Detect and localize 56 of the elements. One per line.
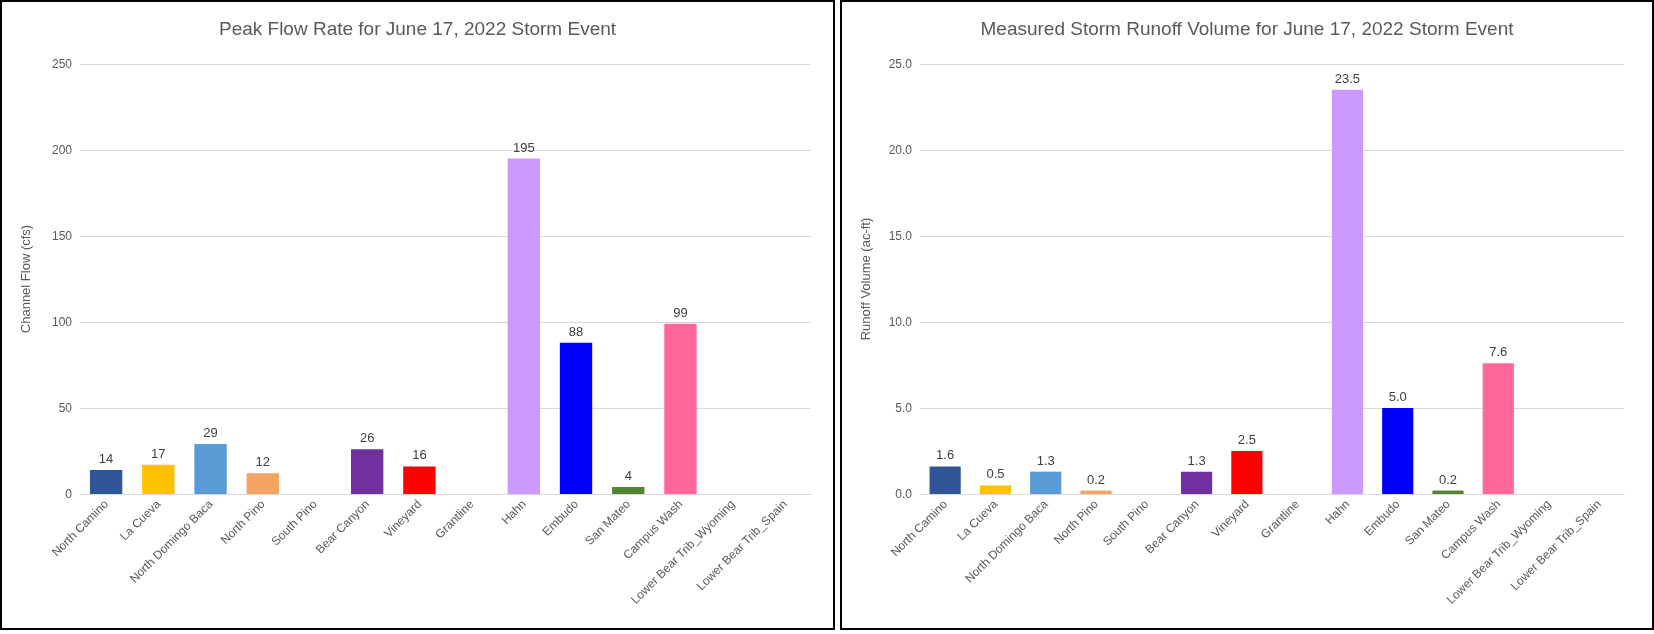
data-label: 12 (255, 454, 270, 470)
bar (507, 158, 541, 494)
data-label: 4 (624, 468, 632, 484)
chart-title: Measured Storm Runoff Volume for June 17, 2022 Storm Event (980, 18, 1515, 39)
y-tick-label: 0 (65, 487, 73, 501)
data-label: 17 (151, 445, 166, 461)
y-axis-title: Runoff Volume (ac-ft) (858, 217, 873, 341)
data-label: 0.2 (1438, 471, 1458, 487)
y-tick-label: 10.0 (888, 315, 913, 329)
bar (89, 469, 123, 494)
bar (559, 342, 593, 494)
bar (194, 444, 227, 494)
data-label: 88 (568, 323, 584, 339)
bar (979, 485, 1012, 494)
data-label: 29 (203, 425, 218, 441)
data-label: 5.0 (1388, 389, 1407, 404)
y-tick-label: 100 (51, 315, 73, 329)
y-tick-label: 25.0 (888, 57, 913, 71)
data-label: 195 (512, 139, 535, 155)
bar (350, 449, 384, 494)
bar (664, 323, 697, 494)
y-tick-label: 15.0 (888, 229, 913, 243)
y-tick-label: 150 (51, 229, 73, 243)
data-label: 7.6 (1489, 344, 1508, 360)
data-label: 1.3 (1036, 452, 1055, 468)
bar (1231, 451, 1263, 494)
data-label: 23.5 (1334, 70, 1361, 86)
y-tick-label: 50 (58, 401, 73, 415)
data-label: 16 (412, 447, 427, 463)
bar (612, 487, 645, 494)
bar (1030, 471, 1062, 494)
data-label: 14 (98, 450, 114, 466)
chart-title: Peak Flow Rate for June 17, 2022 Storm Event (218, 18, 617, 39)
bar (142, 464, 175, 494)
bar (1482, 363, 1514, 494)
bar (1331, 89, 1364, 494)
y-tick-label: 0.0 (895, 487, 913, 501)
data-label: 2.5 (1237, 432, 1256, 447)
bar (1180, 471, 1213, 494)
data-label: 26 (359, 430, 375, 446)
data-label: 99 (673, 304, 688, 320)
bar (929, 466, 961, 494)
data-label: 1.6 (936, 447, 955, 463)
bar (403, 466, 436, 494)
data-label: 1.3 (1187, 452, 1206, 468)
y-tick-label: 200 (51, 143, 73, 157)
data-label: 0.5 (986, 466, 1005, 482)
y-tick-label: 250 (51, 57, 73, 71)
bar (1080, 490, 1112, 494)
bar (1432, 490, 1464, 494)
bar (1382, 408, 1414, 494)
y-tick-label: 20.0 (888, 143, 913, 157)
data-label: 0.2 (1086, 471, 1106, 487)
bar (246, 473, 279, 494)
y-tick-label: 5.0 (895, 401, 913, 415)
y-axis-title: Channel Flow (cfs) (18, 224, 33, 334)
